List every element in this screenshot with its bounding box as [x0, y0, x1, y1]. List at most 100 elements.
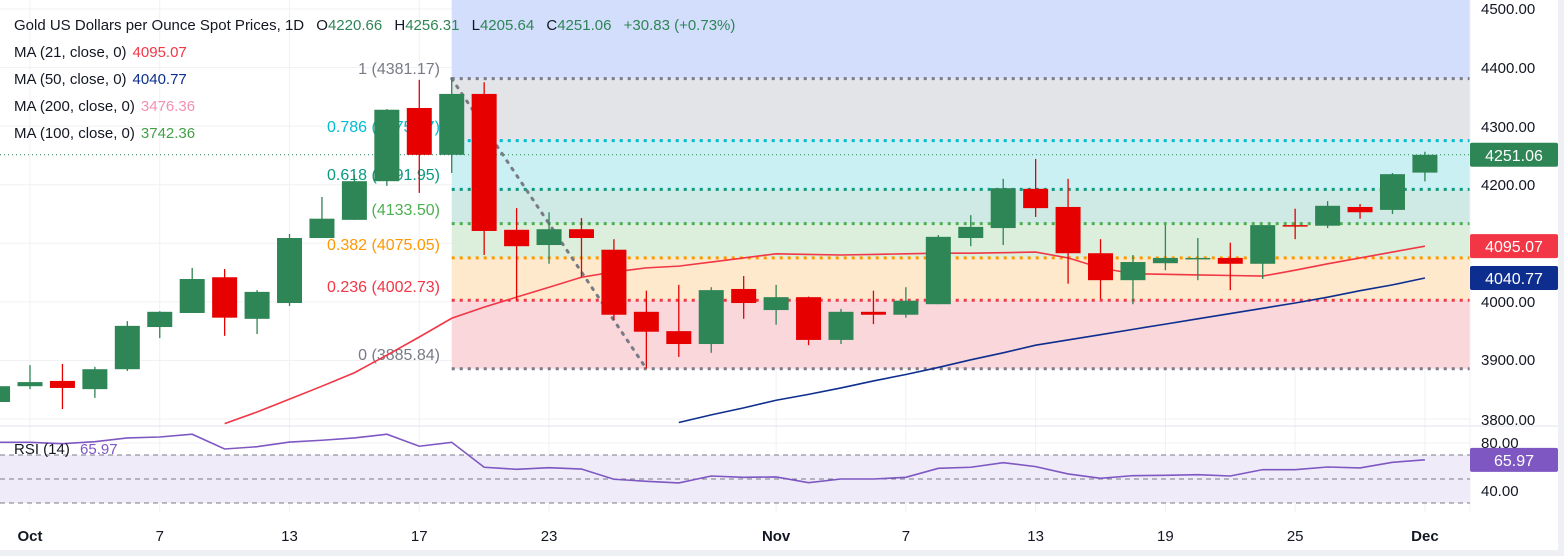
candle[interactable]	[763, 284, 789, 325]
price-axis-label: 4300.00	[1481, 119, 1535, 136]
candle-body	[1185, 257, 1211, 260]
candle[interactable]	[958, 215, 984, 247]
candle-body	[244, 291, 270, 319]
candle-body	[633, 311, 659, 332]
candle[interactable]	[1347, 204, 1373, 219]
candle[interactable]	[147, 311, 173, 339]
candle-body	[1023, 188, 1049, 209]
fib-zone	[451, 189, 1470, 224]
candle-body	[1120, 262, 1146, 281]
candle-body	[796, 297, 822, 340]
candle[interactable]	[666, 284, 692, 357]
candle-body	[958, 226, 984, 239]
rsi-legend[interactable]: RSI (14) 65.97	[14, 441, 118, 458]
fib-level-label: 0.382 (4075.05)	[327, 237, 440, 254]
time-axis-label: 19	[1157, 528, 1174, 545]
frame-bottom	[0, 550, 1564, 556]
candle[interactable]	[504, 208, 530, 301]
candle[interactable]	[1023, 158, 1049, 217]
candle[interactable]	[244, 290, 270, 335]
rsi-axis-label: 80.00	[1481, 435, 1519, 452]
ma-line[interactable]	[224, 245, 1426, 425]
time-axis-label: 7	[156, 528, 164, 545]
candle[interactable]	[1088, 239, 1114, 299]
candle[interactable]	[698, 287, 724, 353]
candle-body	[1088, 253, 1114, 281]
price-badge: 4251.06	[1485, 148, 1543, 165]
candle[interactable]	[796, 296, 822, 346]
candle-body	[1217, 257, 1243, 264]
candle-body	[471, 93, 497, 231]
candle[interactable]	[1055, 178, 1081, 284]
candle-body	[309, 218, 335, 239]
candle[interactable]	[1217, 242, 1243, 291]
candle-body	[860, 311, 886, 315]
candle-body	[601, 249, 627, 315]
candle[interactable]	[633, 290, 659, 369]
candle-body	[0, 386, 11, 403]
candle[interactable]	[1315, 201, 1341, 229]
candle[interactable]	[1282, 208, 1308, 240]
candle[interactable]	[990, 178, 1016, 246]
candle[interactable]	[114, 321, 140, 371]
candle[interactable]	[212, 269, 238, 336]
candle[interactable]	[536, 212, 562, 264]
candle-body	[504, 229, 530, 247]
candle[interactable]	[471, 82, 497, 255]
fib-level-label: 0 (3885.84)	[358, 347, 440, 364]
candle[interactable]	[341, 174, 367, 220]
candle[interactable]	[0, 384, 11, 404]
price-badge-bg	[1470, 265, 1558, 290]
candle[interactable]	[406, 79, 432, 193]
candle-body	[893, 300, 919, 315]
candle[interactable]	[49, 363, 75, 410]
candle[interactable]	[277, 233, 303, 306]
candle-body	[568, 229, 594, 239]
candle-body	[536, 229, 562, 246]
candle[interactable]	[828, 308, 854, 345]
candle[interactable]	[1412, 151, 1438, 182]
ma-line[interactable]	[678, 277, 1426, 424]
candle[interactable]	[1120, 254, 1146, 305]
candle[interactable]	[731, 276, 757, 319]
price-badge: 4040.77	[1485, 271, 1543, 288]
rsi-pane[interactable]	[0, 433, 1470, 504]
candle-body	[374, 109, 400, 182]
candle-body	[17, 382, 43, 387]
rsi-axis-label: 40.00	[1481, 483, 1519, 500]
time-axis-label: Dec	[1411, 528, 1439, 545]
candle[interactable]	[82, 366, 108, 398]
candle[interactable]	[179, 267, 205, 313]
candle-body	[82, 369, 108, 390]
price-badge-bg	[1470, 142, 1558, 167]
fib-zone-above	[451, 0, 1470, 79]
candle-body	[1055, 206, 1081, 254]
candle-body	[1379, 174, 1405, 210]
candle[interactable]	[439, 78, 465, 173]
candle-body	[925, 236, 951, 305]
candle[interactable]	[860, 290, 886, 325]
candle[interactable]	[925, 235, 951, 305]
price-axis-label: 3800.00	[1481, 412, 1535, 429]
candle-body	[1315, 205, 1341, 226]
rsi-line[interactable]	[0, 433, 1425, 484]
rsi-label: RSI (14)	[14, 441, 70, 458]
price-axis-label: 4200.00	[1481, 177, 1535, 194]
candle[interactable]	[309, 197, 335, 239]
candle[interactable]	[374, 109, 400, 186]
candle-body	[990, 188, 1016, 229]
candle[interactable]	[893, 287, 919, 318]
candle[interactable]	[17, 365, 43, 390]
candle[interactable]	[1379, 172, 1405, 214]
candle[interactable]	[1185, 238, 1211, 281]
candle[interactable]	[568, 218, 594, 278]
candle[interactable]	[1152, 225, 1178, 271]
candle-body	[179, 279, 205, 313]
time-axis-label: 25	[1287, 528, 1304, 545]
candle[interactable]	[601, 239, 627, 321]
candle[interactable]	[1250, 225, 1276, 280]
time-axis-label: 13	[281, 528, 298, 545]
rsi-badge: 65.97	[1494, 453, 1534, 470]
